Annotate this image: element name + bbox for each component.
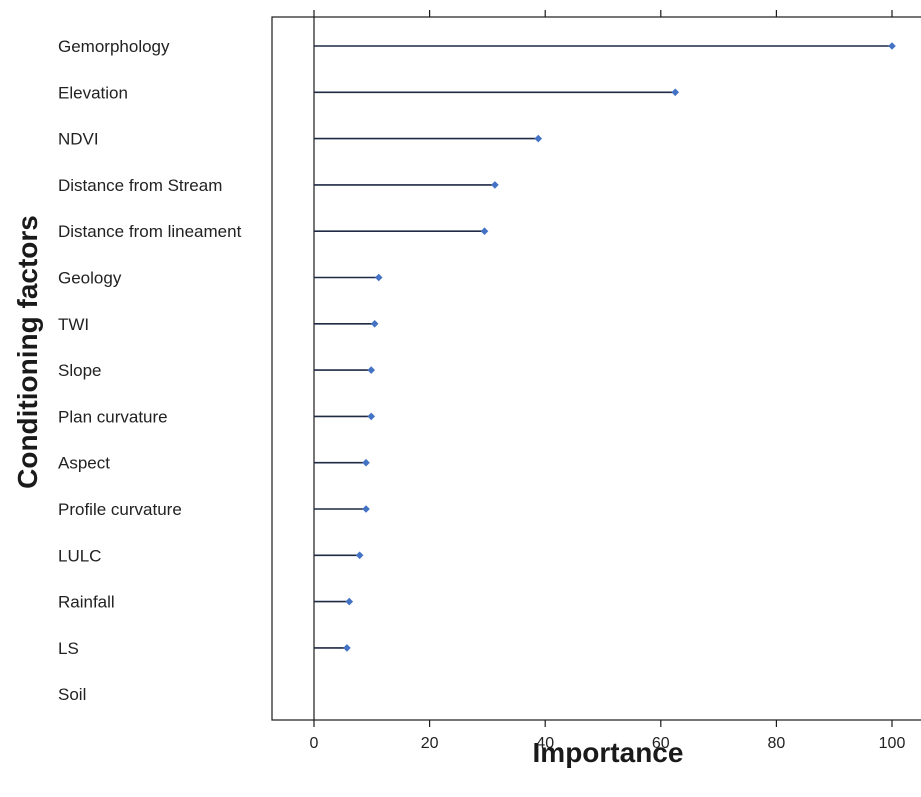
- x-tick-label: 100: [879, 735, 906, 752]
- category-label: Aspect: [58, 454, 110, 473]
- markers: [343, 42, 896, 652]
- category-label: Elevation: [58, 83, 128, 102]
- category-label: Profile curvature: [58, 500, 182, 519]
- data-point-marker: [481, 227, 489, 235]
- data-point-marker: [343, 644, 351, 652]
- category-label: Rainfall: [58, 593, 115, 612]
- x-tick-label: 20: [421, 735, 439, 752]
- data-point-marker: [362, 505, 370, 513]
- category-label: Soil: [58, 685, 86, 704]
- data-point-marker: [375, 274, 383, 282]
- data-point-marker: [345, 598, 353, 606]
- data-point-marker: [491, 181, 499, 189]
- data-point-marker: [362, 459, 370, 467]
- data-point-marker: [356, 552, 364, 560]
- x-tick-label: 80: [768, 735, 786, 752]
- x-tick-label: 0: [310, 735, 319, 752]
- category-labels: Gemorphology Elevation NDVI Distance from S…: [58, 37, 242, 704]
- category-label: TWI: [58, 315, 89, 334]
- category-label: LULC: [58, 546, 101, 565]
- category-label: Plan curvature: [58, 407, 168, 426]
- category-label: Distance from lineament: [58, 222, 242, 241]
- data-point-marker: [367, 366, 375, 374]
- y-axis-title: Conditioning factors: [12, 215, 43, 489]
- data-point-marker: [534, 135, 542, 143]
- category-label: Slope: [58, 361, 101, 380]
- data-point-marker: [671, 89, 679, 97]
- category-label: LS: [58, 639, 79, 658]
- category-label: Gemorphology: [58, 37, 170, 56]
- data-point-marker: [888, 42, 896, 50]
- category-label: NDVI: [58, 130, 99, 149]
- data-point-marker: [371, 320, 379, 328]
- data-point-marker: [367, 413, 375, 421]
- category-label: Distance from Stream: [58, 176, 222, 195]
- x-axis-title: Importance: [533, 737, 684, 768]
- category-label: Geology: [58, 269, 122, 288]
- stems: [314, 46, 892, 648]
- x-ticks: 0 20 40 60 80 100: [310, 10, 906, 752]
